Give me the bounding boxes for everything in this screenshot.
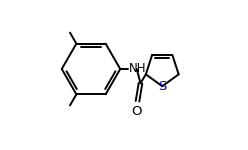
- Text: O: O: [131, 105, 142, 118]
- Text: NH: NH: [128, 63, 146, 75]
- Text: S: S: [158, 80, 166, 93]
